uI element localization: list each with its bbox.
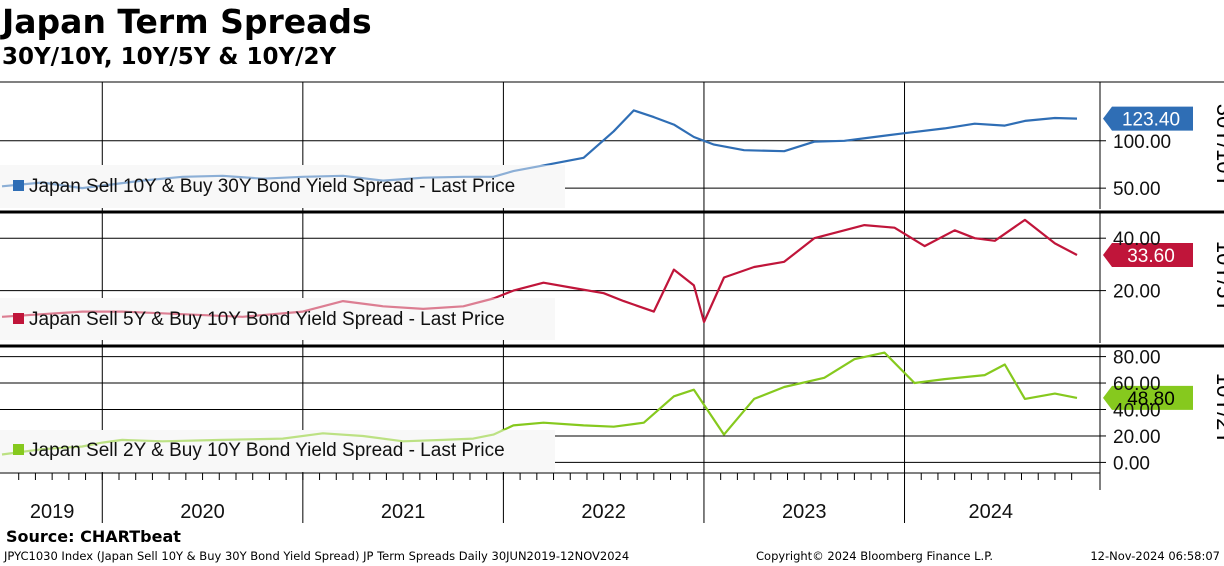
footer-timestamp: 12-Nov-2024 06:58:07	[1090, 549, 1220, 563]
panel-10y-5y	[0, 210, 1224, 343]
series-line	[1, 218, 1078, 324]
last-value-label: 48.80	[1127, 389, 1175, 410]
y-tick-label: 50.00	[1113, 179, 1161, 200]
y-tick-label: 20.00	[1113, 282, 1161, 303]
y-tick-label: 20.00	[1113, 427, 1161, 448]
panel-axis-label: 10Y/2Y	[1212, 373, 1224, 445]
x-tick-label: 2022	[581, 501, 626, 523]
legend-marker	[13, 313, 24, 324]
last-value-tag	[1103, 385, 1193, 410]
footer-copyright: Copyright© 2024 Bloomberg Finance L.P.	[756, 549, 993, 563]
x-tick-label: 2021	[381, 501, 426, 523]
y-tick-label: 40.00	[1113, 229, 1161, 250]
last-value-tag	[1103, 106, 1193, 131]
last-value-label: 123.40	[1122, 110, 1180, 131]
series-line	[1, 351, 1078, 456]
panel-30y-10y	[0, 81, 1224, 209]
legend-box	[0, 430, 555, 472]
legend-marker	[13, 180, 24, 191]
legend-marker	[13, 444, 24, 455]
y-tick-label: 80.00	[1113, 348, 1161, 369]
chart-title: Japan Term Spreads	[2, 2, 372, 41]
y-tick-label: 40.00	[1113, 401, 1161, 422]
series-line	[1, 109, 1078, 190]
legend-shade	[0, 430, 555, 472]
legend-text: Japan Sell 10Y & Buy 30Y Bond Yield Spre…	[29, 176, 515, 197]
panel-axis-label: 30Y/10Y	[1212, 104, 1224, 189]
y-tick-label: 100.00	[1113, 132, 1171, 153]
y-tick-label: 0.00	[1113, 453, 1150, 474]
panel-axis-label: 10Y/5Y	[1212, 241, 1224, 313]
y-tick-label: 60.00	[1113, 374, 1161, 395]
legend-box	[0, 298, 555, 340]
x-tick-label: 2024	[969, 501, 1014, 523]
last-value-tag	[1103, 242, 1193, 267]
legend-shade	[0, 298, 555, 340]
x-tick-label: 2023	[782, 501, 827, 523]
chart-subtitle: 30Y/10Y, 10Y/5Y & 10Y/2Y	[2, 44, 337, 70]
panel-10y-2y	[0, 344, 1224, 473]
x-tick-label: 2020	[180, 501, 225, 523]
source-note: Source: CHARTbeat	[6, 527, 181, 546]
legend-text: Japan Sell 5Y & Buy 10Y Bond Yield Sprea…	[29, 309, 505, 330]
x-tick-label: 2019	[30, 501, 75, 523]
legend-shade	[0, 165, 565, 208]
legend-text: Japan Sell 2Y & Buy 10Y Bond Yield Sprea…	[29, 440, 505, 461]
last-value-label: 33.60	[1127, 246, 1175, 267]
footer-security-info: JPYC1030 Index (Japan Sell 10Y & Buy 30Y…	[4, 549, 630, 563]
